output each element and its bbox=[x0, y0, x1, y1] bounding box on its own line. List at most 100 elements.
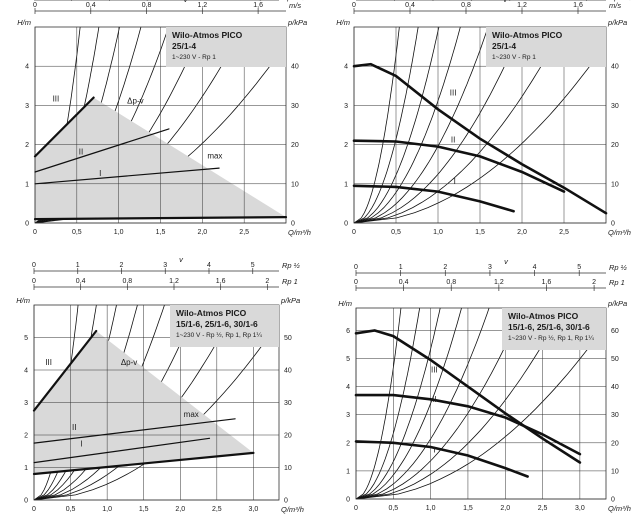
x-tick-label: 1,5 bbox=[139, 506, 149, 513]
x-tick-label: 0,5 bbox=[72, 229, 82, 236]
chart-note: 1~230 V - Rp 1 bbox=[492, 54, 536, 61]
x-tick-label: 2,5 bbox=[538, 505, 548, 512]
y2-tick-label: 0 bbox=[611, 497, 615, 504]
x-tick-label: 3,0 bbox=[249, 506, 259, 513]
velocity-tick-label: 1 bbox=[76, 262, 80, 269]
x-tick-label: 1,0 bbox=[426, 505, 436, 512]
y2-tick-label: 20 bbox=[611, 440, 619, 447]
series-min-line bbox=[32, 451, 255, 476]
title-box bbox=[502, 308, 606, 350]
y2-axis-label: p/kPa bbox=[607, 299, 627, 308]
velocity-tick-label: 0 bbox=[354, 264, 358, 271]
velocity-tick-label: 1,6 bbox=[253, 2, 263, 9]
series-i-line bbox=[354, 440, 529, 478]
x-tick-label: 2,5 bbox=[239, 229, 249, 236]
y-tick-label: 0 bbox=[25, 221, 29, 228]
y2-tick-label: 30 bbox=[611, 412, 619, 419]
velocity-tick-label: 1,2 bbox=[517, 2, 527, 9]
curve-label: Δp-v bbox=[121, 358, 137, 367]
series-i-line bbox=[34, 167, 220, 185]
x-tick-label: 2,5 bbox=[559, 229, 569, 236]
y2-tick-label: 0 bbox=[291, 221, 295, 228]
velocity-tick-label: 0 bbox=[354, 0, 358, 2]
velocity-tick-label: 0 bbox=[33, 2, 37, 9]
series-iii-line bbox=[32, 329, 98, 412]
y-tick-label: 2 bbox=[24, 433, 28, 440]
velocity-tick-label: 0,4 bbox=[405, 2, 415, 9]
x-tick-label: 2,0 bbox=[197, 229, 207, 236]
curve-label: II bbox=[79, 147, 83, 156]
x-tick-label: 2,0 bbox=[175, 506, 185, 513]
velocity-axis-label: v bbox=[504, 257, 509, 266]
chart-title: Wilo-Atmos PICO bbox=[176, 308, 247, 318]
y2-axis-label: p/kPa bbox=[287, 18, 307, 27]
velocity-tick-label: 1 bbox=[399, 264, 403, 271]
x-axis-label: Q/m³/h bbox=[281, 505, 304, 514]
y2-tick-label: 30 bbox=[284, 400, 292, 407]
chart-subtitle: 15/1-6, 25/1-6, 30/1-6 bbox=[508, 322, 590, 332]
y2-tick-label: 50 bbox=[284, 335, 292, 342]
curve-label: Δp-v bbox=[127, 96, 143, 105]
curve-label: I bbox=[433, 446, 435, 455]
y-tick-label: 0 bbox=[24, 498, 28, 505]
x-tick-label: 2,5 bbox=[212, 506, 222, 513]
x-tick-label: 0 bbox=[352, 229, 356, 236]
series-i-line bbox=[33, 437, 211, 464]
y2-tick-label: 10 bbox=[611, 181, 619, 188]
chart-note: 1~230 V - Rp ½, Rp 1, Rp 1¼ bbox=[508, 334, 594, 342]
y2-axis-label: p/kPa bbox=[607, 18, 627, 27]
curve-label: III bbox=[431, 366, 438, 375]
velocity-axis: 0 1 2 3 4 5 Rp ½ bbox=[354, 263, 628, 276]
y2-tick-label: 10 bbox=[284, 465, 292, 472]
title-box bbox=[170, 305, 279, 347]
velocity-tick-label: 1,2 bbox=[197, 2, 207, 9]
y-tick-label: 3 bbox=[25, 103, 29, 110]
system-curve bbox=[356, 308, 421, 499]
velocity-unit-label: Rp 1 bbox=[609, 278, 625, 287]
velocity-axis-label: v bbox=[179, 255, 184, 264]
y-tick-label: 0 bbox=[346, 497, 350, 504]
y2-tick-label: 30 bbox=[291, 103, 299, 110]
velocity-tick-label: 2 bbox=[592, 279, 596, 286]
velocity-axis: 0 1 2 3 4 5 Rp ½ bbox=[32, 261, 301, 274]
series-min-line bbox=[33, 216, 288, 221]
y2-axis-label: p/kPa bbox=[280, 296, 300, 305]
y-axis-label: H/m bbox=[338, 299, 352, 308]
system-curve bbox=[354, 27, 461, 223]
velocity-tick-label: 0 bbox=[354, 279, 358, 286]
velocity-tick-label: 5 bbox=[251, 262, 255, 269]
chart-subtitle: 15/1-6, 25/1-6, 30/1-6 bbox=[176, 319, 258, 329]
y-tick-label: 0 bbox=[344, 221, 348, 228]
y-tick-label: 5 bbox=[24, 335, 28, 342]
velocity-tick-label: 4 bbox=[207, 262, 211, 269]
y-tick-label: 4 bbox=[24, 368, 28, 375]
y2-tick-label: 0 bbox=[284, 498, 288, 505]
system-curve bbox=[356, 308, 402, 499]
x-tick-label: 0,5 bbox=[388, 505, 398, 512]
x-tick-label: 2,0 bbox=[500, 505, 510, 512]
curve-label: II bbox=[432, 395, 436, 404]
y2-tick-label: 60 bbox=[611, 328, 619, 335]
y2-tick-label: 20 bbox=[611, 142, 619, 149]
velocity-tick-label: 0,8 bbox=[122, 278, 132, 285]
velocity-tick-label: 1,6 bbox=[542, 279, 552, 286]
velocity-tick-label: 0,8 bbox=[446, 279, 456, 286]
velocity-axis: 0 0,2 0,4 0,6 0,8 1 1,2 Rp 1¼ bbox=[32, 0, 304, 2]
velocity-axis: 0 0,4 0,8 1,2 1,6 2 Rp 1 bbox=[32, 277, 298, 290]
curve-label: max bbox=[207, 151, 222, 160]
curve-label: III bbox=[53, 94, 60, 103]
y2-tick-label: 0 bbox=[611, 221, 615, 228]
series-iii-line bbox=[352, 62, 608, 215]
velocity-tick-label: 1 bbox=[221, 0, 225, 2]
curve-label: III bbox=[450, 89, 457, 98]
y2-tick-label: 40 bbox=[284, 368, 292, 375]
x-tick-label: 3,0 bbox=[575, 505, 585, 512]
chart-title: Wilo-Atmos PICO bbox=[508, 311, 579, 321]
velocity-tick-label: 2 bbox=[265, 278, 269, 285]
velocity-tick-label: 0,4 bbox=[76, 278, 86, 285]
y-tick-label: 2 bbox=[346, 440, 350, 447]
